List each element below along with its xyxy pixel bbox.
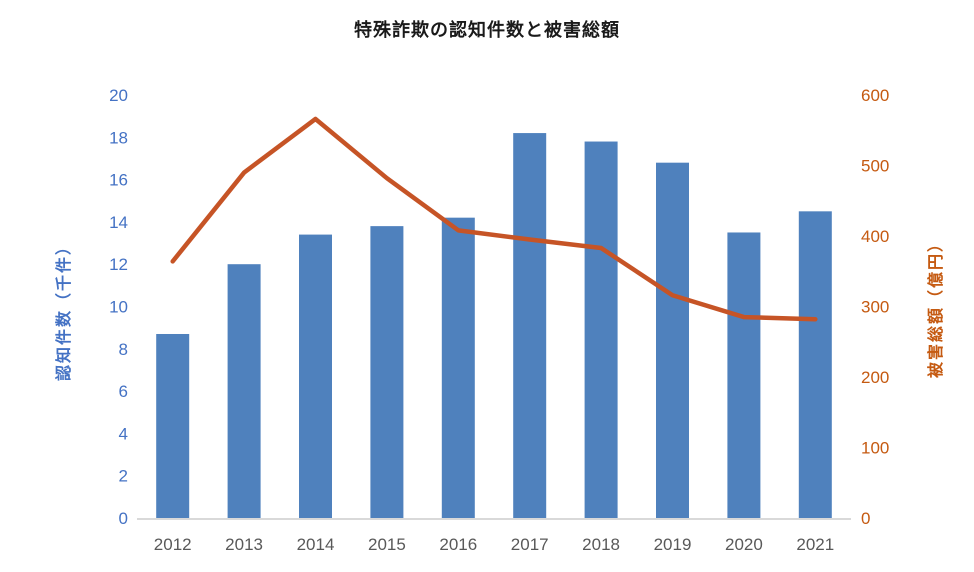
left-axis-tick: 2 [119, 467, 128, 486]
bar-2016 [441, 217, 475, 519]
left-axis-tick: 10 [109, 298, 128, 317]
x-axis-label: 2020 [725, 535, 763, 554]
chart-title: 特殊詐欺の認知件数と被害総額 [354, 20, 620, 40]
bar-2017 [513, 133, 547, 518]
bar-2013 [227, 264, 261, 518]
right-axis-tick: 100 [861, 439, 889, 458]
left-axis-tick: 20 [109, 86, 128, 105]
bar-2014 [299, 234, 332, 518]
right-axis-tick: 0 [861, 509, 870, 528]
bar-2015 [370, 226, 404, 518]
right-axis-tick: 400 [861, 227, 889, 246]
x-axis-label: 2014 [297, 535, 335, 554]
left-axis-tick: 4 [119, 424, 128, 443]
x-axis-label: 2013 [225, 535, 263, 554]
x-axis-label: 2018 [582, 535, 620, 554]
damage-total-line [170, 116, 818, 322]
bar-2020 [727, 232, 761, 518]
left-axis-tick: 8 [119, 340, 128, 359]
left-axis-tick: 14 [109, 213, 128, 232]
bar-2021 [798, 211, 832, 518]
right-axis-tick: 200 [861, 368, 889, 387]
x-axis-label: 2012 [154, 535, 192, 554]
left-axis-tick: 16 [109, 171, 128, 190]
left-axis-tick: 12 [109, 255, 128, 274]
x-axis-label: 2017 [511, 535, 549, 554]
right-axis-tick: 600 [861, 86, 889, 105]
right-axis-tick: 500 [861, 157, 889, 176]
x-axis-label: 2016 [439, 535, 477, 554]
x-axis-label: 2021 [796, 535, 834, 554]
x-axis-label: 2015 [368, 535, 406, 554]
left-axis-tick: 0 [119, 509, 128, 528]
x-axis-label: 2019 [654, 535, 692, 554]
left-axis-tick: 18 [109, 128, 128, 147]
left-axis-tick: 6 [119, 382, 128, 401]
bar-2012 [156, 333, 190, 518]
right-axis-tick: 300 [861, 298, 889, 317]
bar-2018 [584, 141, 618, 518]
bar-2019 [656, 162, 689, 518]
